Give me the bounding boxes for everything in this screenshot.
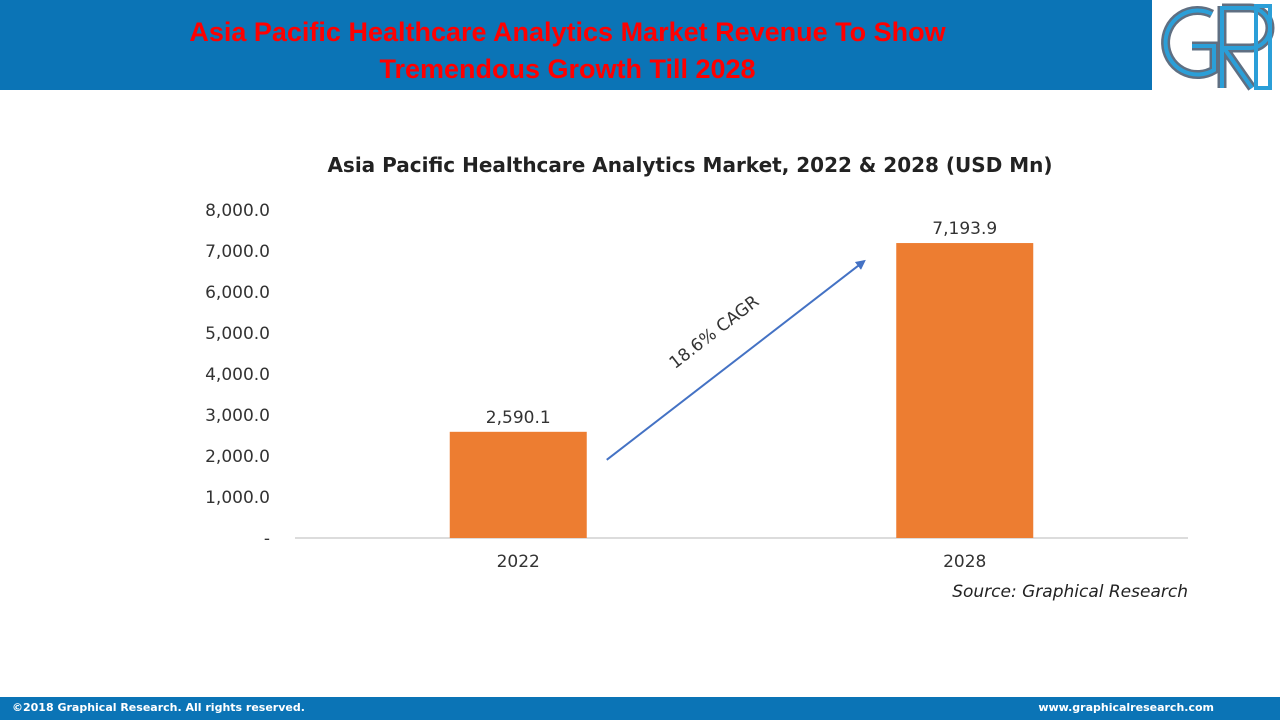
graphical-research-logo	[1152, 0, 1280, 92]
y-tick-label: 6,000.0	[205, 283, 270, 303]
bar-chart: Asia Pacific Healthcare Analytics Market…	[205, 153, 1188, 602]
y-tick-label: 7,000.0	[205, 242, 270, 262]
cagr-label: 18.6% CAGR	[666, 292, 764, 374]
header-bar: Asia Pacific Healthcare Analytics Market…	[0, 0, 1280, 90]
footer-bar: ©2018 Graphical Research. All rights res…	[0, 697, 1280, 720]
website-link[interactable]: www.graphicalresearch.com	[1038, 701, 1214, 714]
data-label-2028: 7,193.9	[932, 219, 997, 239]
graphical-research-logo-icon	[1152, 0, 1280, 92]
chart-area: Asia Pacific Healthcare Analytics Market…	[160, 140, 1220, 620]
bars: 2,590.1 2022 7,193.9 2028	[449, 219, 1034, 572]
x-tick-label-2028: 2028	[943, 552, 986, 572]
page-title: Asia Pacific Healthcare Analytics Market…	[60, 14, 1075, 88]
bar-2022	[449, 431, 587, 538]
data-label-2022: 2,590.1	[486, 408, 551, 428]
x-tick-label-2022: 2022	[497, 552, 540, 572]
cagr-annotation: 18.6% CAGR	[606, 259, 866, 461]
chart-title: Asia Pacific Healthcare Analytics Market…	[327, 153, 1052, 177]
y-axis: - 1,000.0 2,000.0 3,000.0 4,000.0 5,000.0 6,00…	[205, 201, 270, 549]
y-tick-label: 2,000.0	[205, 447, 270, 467]
y-tick-label: 5,000.0	[205, 324, 270, 344]
y-tick-label: -	[264, 529, 270, 549]
y-tick-label: 1,000.0	[205, 488, 270, 508]
source-note: Source: Graphical Research	[952, 582, 1188, 602]
bar-2028	[896, 243, 1034, 538]
copyright-text: ©2018 Graphical Research. All rights res…	[12, 701, 305, 714]
page-title-line-2: Tremendous Growth Till 2028	[379, 54, 756, 84]
y-tick-label: 8,000.0	[205, 201, 270, 221]
page-title-line-1: Asia Pacific Healthcare Analytics Market…	[189, 17, 946, 47]
y-tick-label: 4,000.0	[205, 365, 270, 385]
y-tick-label: 3,000.0	[205, 406, 270, 426]
cagr-arrow	[606, 259, 866, 461]
